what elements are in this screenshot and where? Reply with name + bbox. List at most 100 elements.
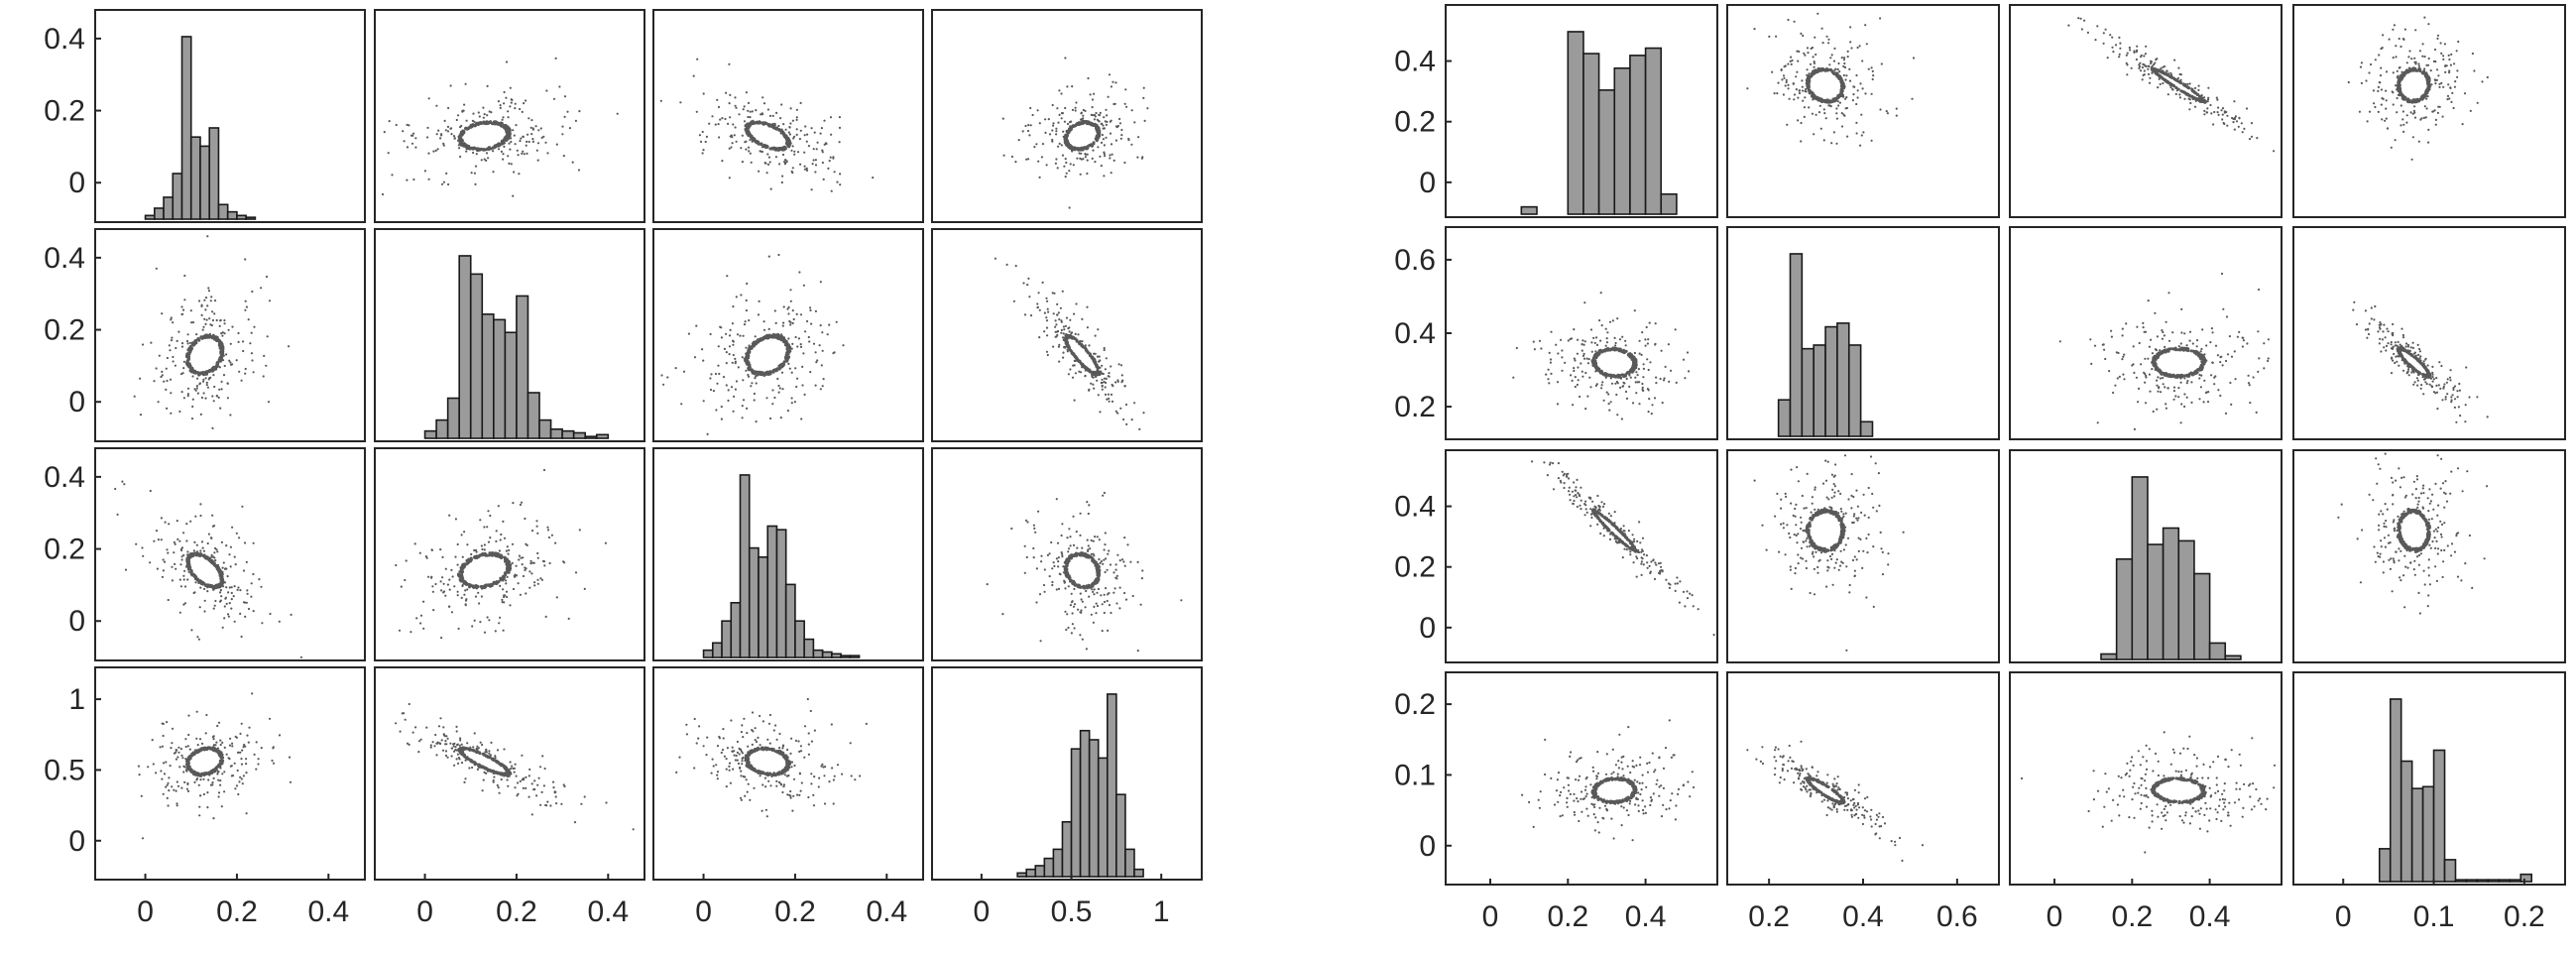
scatter-point (195, 385, 198, 388)
scatter-point (1105, 381, 1108, 385)
scatter-point (1087, 549, 1090, 553)
scatter-point (821, 151, 824, 154)
scatter-point (859, 774, 862, 777)
scatter-point (1063, 337, 1066, 340)
scatter-point (796, 377, 799, 380)
scatter-point (1038, 176, 1041, 179)
scatter-point (290, 613, 293, 617)
scatter-point (250, 352, 253, 355)
scatter-point (796, 345, 799, 348)
scatter-point (193, 540, 196, 544)
hist-bar (236, 214, 247, 220)
scatter-point (528, 586, 531, 589)
scatter-point (204, 308, 207, 311)
scatter-point (467, 758, 471, 761)
scatter-point (1027, 124, 1030, 127)
hist-bar (493, 318, 507, 439)
scatter-point (1110, 611, 1112, 615)
scatter-point (839, 183, 842, 186)
scatter-point (1058, 89, 1061, 92)
scatter-point (498, 549, 501, 552)
scatter-point (1056, 333, 1059, 336)
scatter-point (1025, 555, 1028, 559)
scatter-point (1028, 134, 1031, 137)
scatter-point (1101, 133, 1104, 137)
scatter-point (1066, 142, 1070, 146)
scatter-point (787, 362, 790, 365)
scatter-point (196, 636, 199, 639)
scatter-point (1096, 379, 1099, 382)
scatter-point (838, 116, 842, 119)
scatter-point (803, 165, 806, 168)
scatter-point (161, 777, 164, 780)
scatter-point (228, 553, 231, 556)
scatter-point (793, 150, 796, 153)
scatter-point (721, 160, 724, 163)
scatter-point (747, 373, 750, 377)
scatter-point (541, 755, 544, 758)
scatter-point (1094, 358, 1097, 361)
scatter-point (1026, 284, 1029, 287)
scatter-point (226, 575, 229, 578)
scatter-point (450, 611, 454, 614)
scatter-point (1064, 324, 1067, 327)
scatter-point (1094, 334, 1097, 337)
scatter-point (748, 319, 751, 322)
scatter-point (1074, 106, 1077, 109)
hist-bar (831, 653, 842, 658)
scatter-point (491, 551, 494, 554)
scatter-point (539, 766, 542, 769)
scatter-point (1084, 109, 1087, 112)
scatter-point (1035, 143, 1038, 146)
scatter-point (152, 763, 155, 766)
scatter-point (779, 338, 783, 342)
scatter-point (195, 371, 199, 375)
scatter-point (185, 539, 188, 542)
scatter-point (1133, 121, 1136, 124)
scatter-point (381, 192, 385, 196)
scatter-point (525, 592, 527, 595)
scatter-point (744, 320, 747, 323)
scatter-point (459, 155, 462, 159)
scatter-point (442, 726, 445, 729)
scatter-point (1005, 263, 1008, 266)
scatter-point (795, 118, 798, 121)
scatter-point (162, 558, 165, 561)
scatter-point (216, 724, 219, 728)
scatter-point (186, 358, 190, 362)
scatter-point (191, 375, 194, 378)
scatter-point (1085, 584, 1089, 588)
scatter-point (809, 371, 812, 374)
scatter-point (1074, 583, 1078, 587)
scatter-point (258, 578, 261, 581)
scatter-point (769, 187, 772, 190)
scatter-point (1142, 96, 1145, 99)
scatter-point (727, 389, 730, 392)
scatter-point (493, 775, 496, 778)
scatter-point (748, 150, 751, 153)
scatter-point (738, 113, 741, 116)
scatter-point (748, 344, 751, 347)
scatter-point (457, 627, 460, 631)
scatter-point (1104, 368, 1107, 371)
scatter-point (819, 281, 822, 284)
scatter-point (1069, 318, 1072, 321)
scatter-point (810, 127, 813, 130)
scatter-point (183, 585, 187, 588)
scatter-point (774, 369, 778, 373)
scatter-point (1072, 336, 1076, 340)
scatter-point (520, 556, 523, 559)
scatter-point (238, 780, 241, 783)
scatter-point (509, 148, 512, 151)
scatter-point (121, 480, 124, 483)
scatter-point (455, 730, 458, 733)
scatter-point (1061, 290, 1064, 293)
scatter-point (191, 553, 195, 557)
scatter-point (509, 761, 512, 764)
scatter-point (509, 604, 512, 607)
scatter-point (520, 501, 524, 504)
scatter-point (182, 367, 185, 370)
scatter-point (1079, 534, 1082, 537)
scatter-point (1064, 158, 1067, 161)
scatter-point (745, 91, 749, 94)
